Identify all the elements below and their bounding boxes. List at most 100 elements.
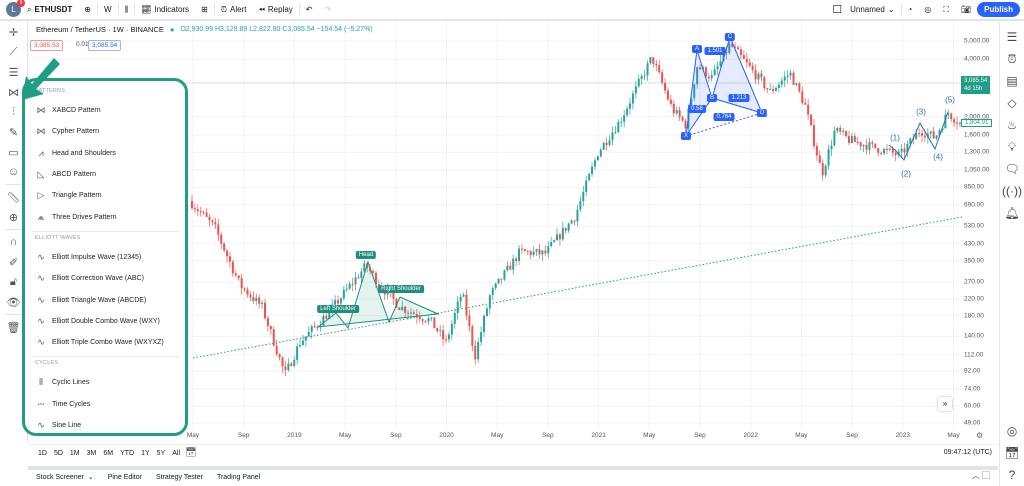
menu-item-label: Elliott Correction Wave (ABC) — [52, 275, 144, 283]
menu-item[interactable]: ⩕ Three Drives Pattern — [31, 206, 179, 227]
clock: 09:47:12 (UTC) — [943, 449, 992, 456]
range-button[interactable]: 1M — [69, 450, 80, 457]
menu-item[interactable]: ⋈ XABCD Pattern — [31, 100, 179, 121]
snapshot-button[interactable]: 📷︎ — [955, 0, 977, 19]
candle-body — [485, 308, 488, 317]
calendar-icon[interactable]: 📅︎ — [1004, 446, 1020, 460]
trendline-icon[interactable]: ⟋ — [9, 45, 18, 58]
quick-search-button[interactable]: ◔ — [902, 0, 919, 19]
watchlist-icon[interactable]: ☰ — [1006, 30, 1018, 44]
range-button[interactable]: YTD — [120, 450, 135, 457]
compare-button[interactable]: ⊕ — [78, 0, 97, 19]
pattern-tool-icon: ⩘ — [38, 147, 44, 158]
maximize-icon[interactable]: ▢ — [982, 471, 990, 480]
xabcd-xd-line — [685, 112, 763, 137]
menu-item[interactable]: ∿ Elliott Double Combo Wave (WXY) — [31, 311, 179, 332]
menu-item[interactable]: ◺ ABCD Pattern — [31, 164, 179, 185]
undo-button[interactable]: ↶ — [300, 0, 319, 19]
last-price-value: 3,085.54 — [964, 78, 988, 84]
goto-date-icon[interactable]: 📅︎ — [185, 447, 197, 457]
brush-icon[interactable]: ✎ — [8, 126, 19, 139]
fullscreen-button[interactable]: ⛶ — [937, 0, 955, 19]
chart-type-button[interactable]: ⫼ — [119, 0, 135, 19]
chevron-up-icon[interactable]: ︿ — [971, 471, 980, 480]
publish-button[interactable]: Publish — [977, 2, 1020, 17]
candles-icon: ⫼ — [124, 4, 129, 14]
trash-icon[interactable]: 🗑︎ — [6, 321, 21, 334]
layers-icon[interactable]: ◇ — [1007, 96, 1017, 110]
buy-button[interactable]: 3,085.54 — [88, 40, 122, 51]
range-button[interactable]: 6M — [103, 450, 114, 457]
candle-body — [412, 312, 415, 315]
indicators-button[interactable]: 📈︎ Indicators — [135, 0, 195, 19]
eye-icon[interactable]: 👁︎ — [6, 296, 21, 309]
candle-body — [191, 201, 193, 209]
menu-item[interactable]: ∿ Elliott Triangle Wave (ABCDE) — [31, 289, 179, 310]
sell-button[interactable]: 3,085.53 — [30, 40, 64, 51]
text-icon[interactable]: ▭ — [8, 146, 19, 159]
avatar-letter: L — [11, 5, 16, 14]
menu-item[interactable]: ∿ Elliott Triple Combo Wave (WXYXZ) — [31, 332, 179, 353]
bottom-tab[interactable]: Trading Panel — [216, 473, 261, 481]
bottom-tab[interactable]: Stock Screener — [36, 473, 84, 481]
emoji-icon[interactable]: ☺ — [7, 166, 20, 178]
menu-item[interactable]: ∿ Elliott Impulse Wave (12345) — [31, 247, 179, 268]
range-button[interactable]: 1Y — [141, 450, 150, 457]
data-window-icon[interactable]: ▤ — [1006, 74, 1018, 88]
ideas-icon[interactable]: 💡︎ — [1007, 139, 1017, 154]
price-tick: 74.00 — [964, 385, 981, 393]
time-tick: May — [338, 432, 352, 439]
menu-item[interactable]: ⩘ Head and Shoulders — [31, 143, 179, 164]
axis-settings-icon[interactable]: ⚙ — [976, 431, 984, 440]
menu-item[interactable]: ᵕᵕ Time Cycles — [31, 394, 179, 415]
menu-item[interactable]: ∿ Elliott Correction Wave (ABC) — [31, 268, 179, 289]
price-tick: 4,000.00 — [964, 55, 990, 63]
streams-icon[interactable]: ((·)) — [1002, 184, 1022, 198]
menu-item[interactable]: ▷ Triangle Pattern — [31, 185, 179, 206]
menu-item-label: Cypher Pattern — [52, 128, 100, 136]
range-button[interactable]: 3M — [86, 450, 97, 457]
alarm-clock-icon[interactable]: ⏰︎ — [1007, 51, 1017, 66]
zoom-in-icon[interactable]: ⊕ — [8, 211, 19, 224]
scroll-to-realtime-button[interactable]: » — [938, 397, 952, 411]
candle-body — [944, 114, 947, 129]
candle-body — [953, 119, 956, 123]
magnet-icon[interactable]: ∩ — [9, 236, 18, 248]
settings-button[interactable]: ◎ — [918, 0, 937, 19]
help-icon[interactable]: ? — [1008, 468, 1016, 482]
range-button[interactable]: 5Y — [156, 450, 166, 457]
chevron-down-icon[interactable]: ⌄ — [87, 474, 94, 481]
candle-body — [818, 155, 821, 163]
range-button[interactable]: 1D — [38, 450, 47, 457]
candle-body — [205, 212, 208, 217]
crosshair-icon[interactable]: ✛ — [8, 26, 19, 39]
price-tick: 850.00 — [964, 183, 984, 191]
interval-button[interactable]: W — [103, 5, 112, 14]
redo-button[interactable]: ↷ — [318, 0, 337, 19]
menu-item[interactable]: ⋈ Cypher Pattern — [31, 121, 179, 142]
menu-item[interactable]: ⫴ Cyclic Lines — [31, 372, 179, 393]
ruler-icon[interactable]: 📏︎ — [6, 191, 21, 204]
bottom-tab[interactable]: Strategy Tester — [155, 473, 203, 481]
lock-icon[interactable]: 🔓︎ — [9, 275, 18, 288]
fib-icon[interactable]: ☰ — [8, 66, 19, 79]
layout-select[interactable]: ☐ Unnamed ⌄ — [826, 0, 900, 19]
stay-drawing-icon[interactable]: ✐ — [8, 256, 19, 269]
notifications-icon[interactable]: 🔔︎ — [1004, 206, 1020, 220]
hotlist-icon[interactable]: ♨ — [1006, 118, 1018, 132]
dom-icon[interactable]: ◎ — [1006, 424, 1018, 438]
chat-icon[interactable]: 🗨︎ — [1004, 162, 1020, 176]
alert-button[interactable]: ⏰︎ Alert — [215, 0, 253, 19]
symbol-search[interactable]: ⌕ ETHUSDT — [21, 0, 78, 19]
menu-item[interactable]: ∿ Sine Line — [31, 415, 179, 436]
prediction-icon[interactable]: ⫶ — [12, 105, 15, 118]
patterns-icon[interactable]: ⋈ — [8, 86, 19, 99]
range-button[interactable]: All — [172, 450, 181, 457]
bottom-tab[interactable]: Pine Editor — [107, 473, 142, 481]
candle-body — [453, 312, 456, 324]
templates-button[interactable]: ⊞ — [195, 0, 214, 19]
replay-button[interactable]: ⏪︎ Replay — [252, 0, 298, 19]
candle-body — [623, 115, 626, 122]
range-button[interactable]: 5D — [53, 450, 63, 457]
